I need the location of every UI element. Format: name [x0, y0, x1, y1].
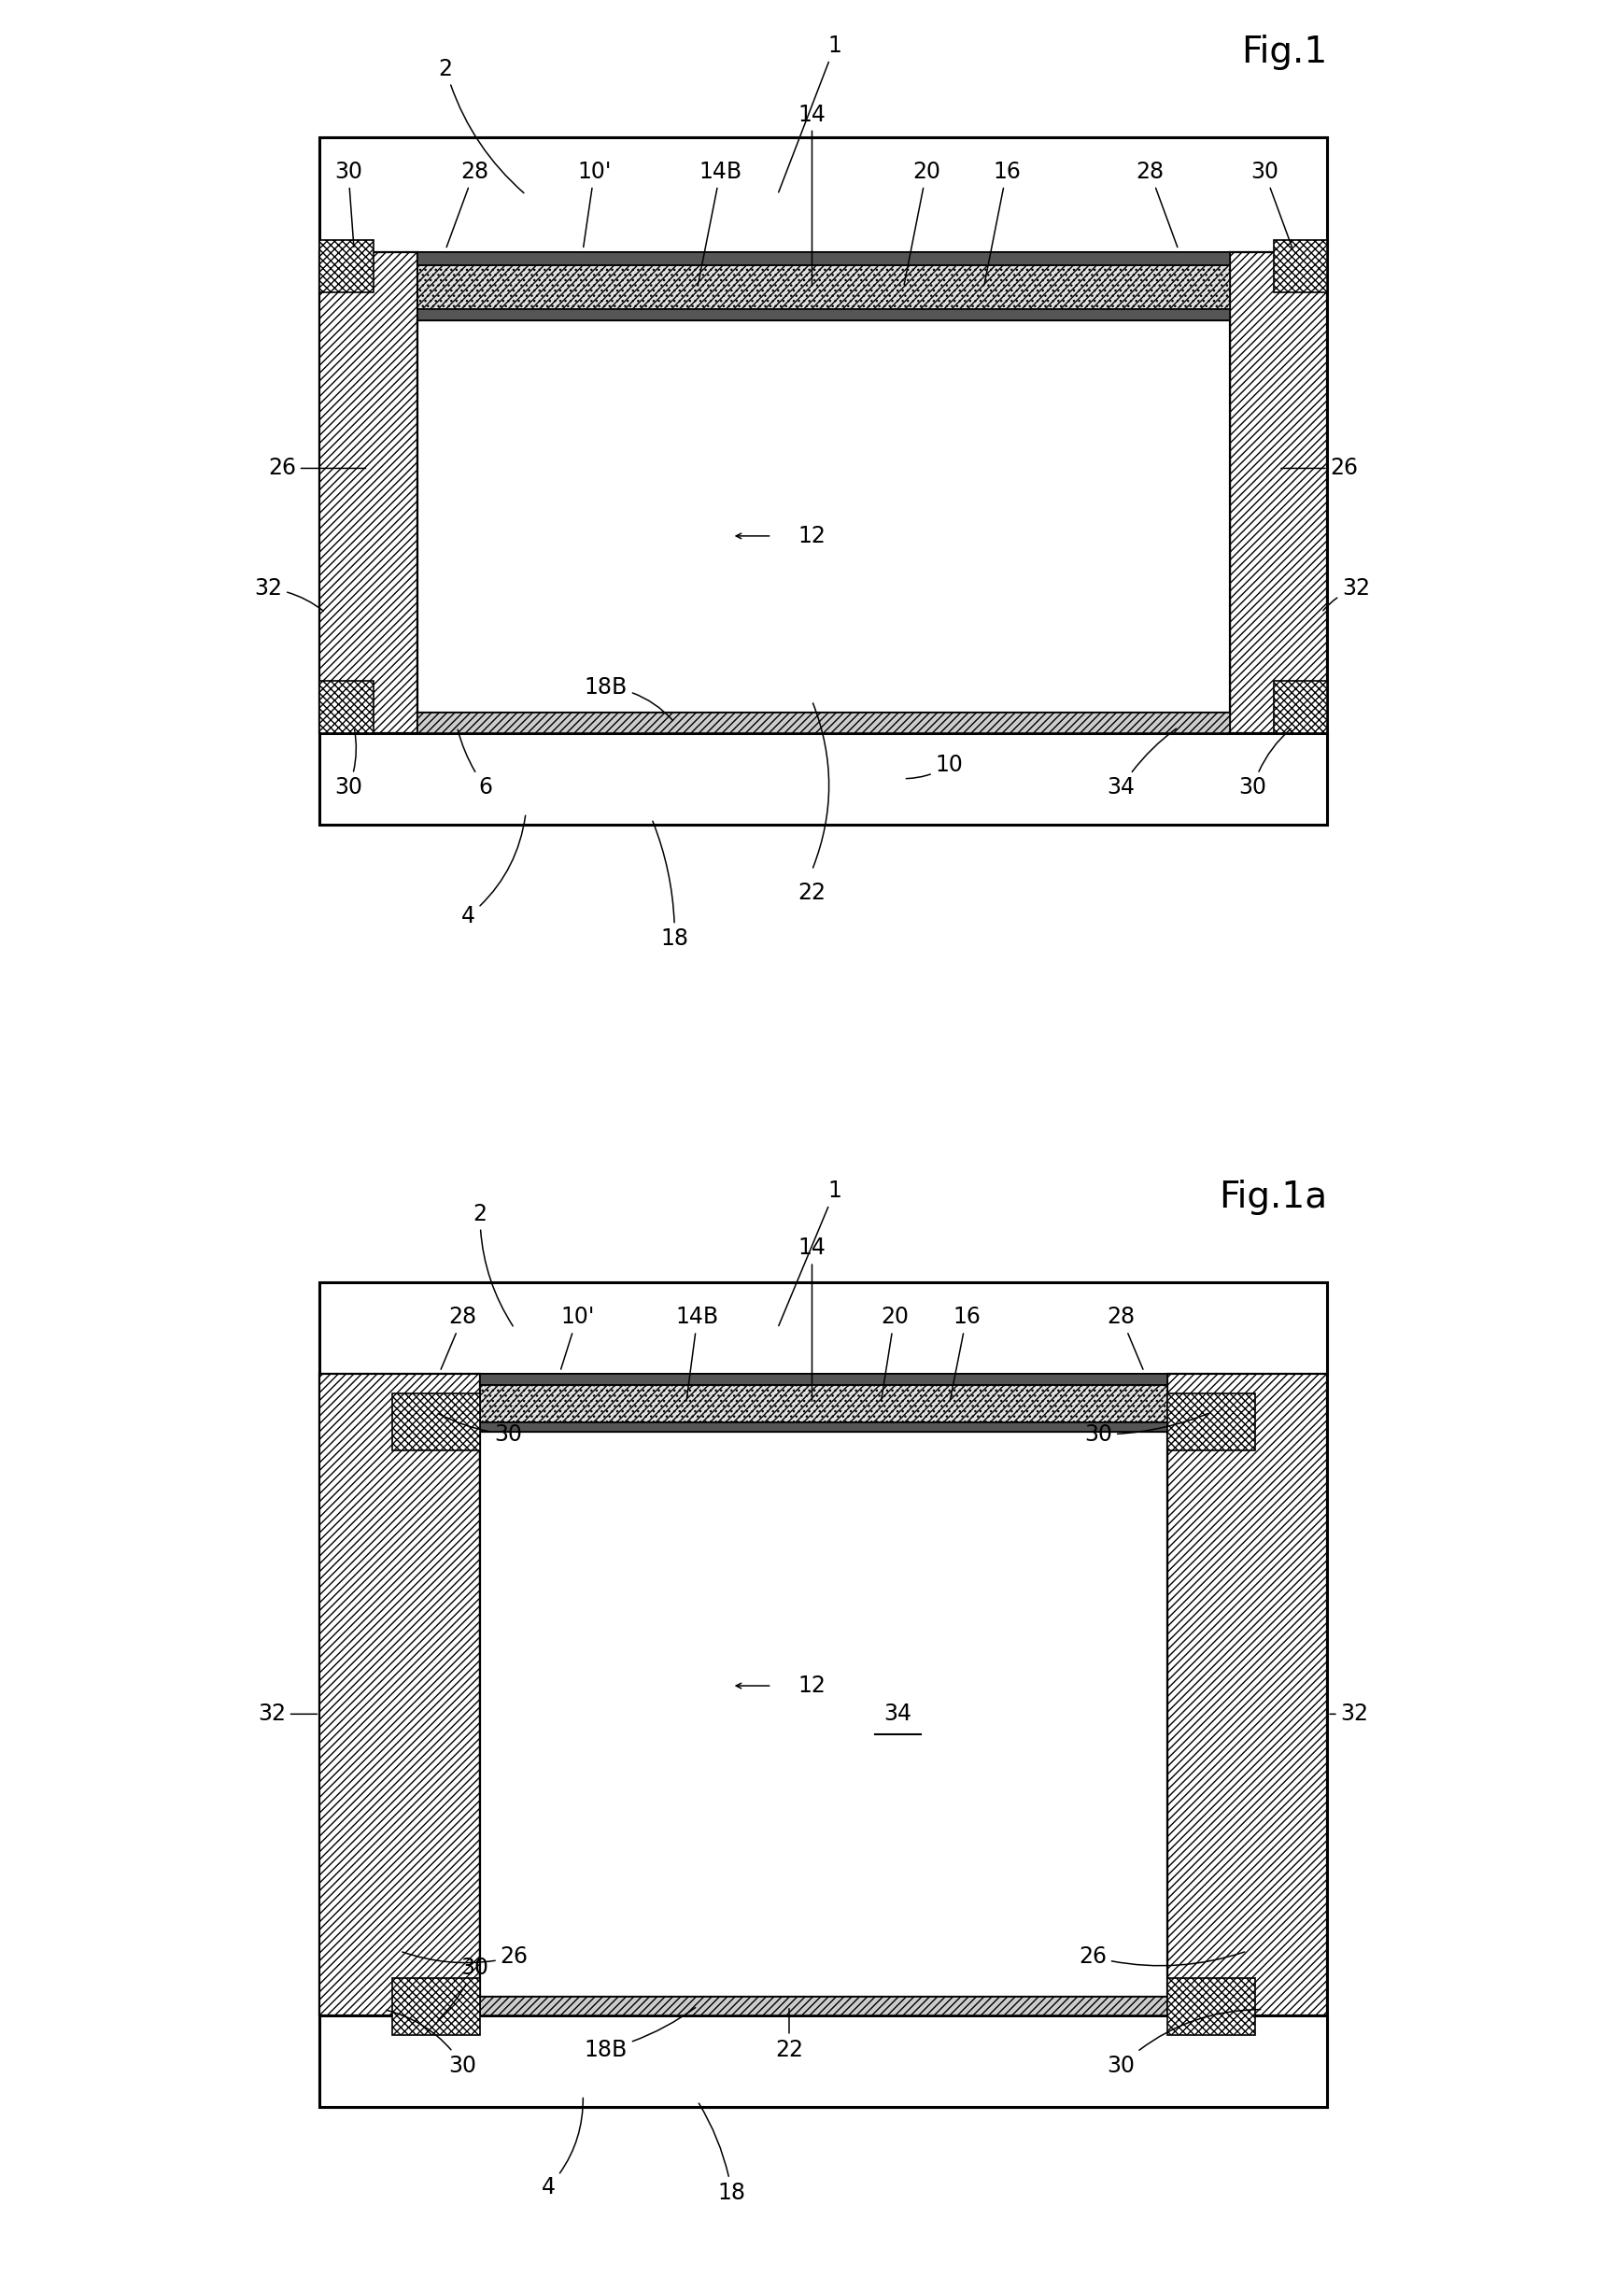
Bar: [320, 240, 374, 293]
Bar: [320, 2015, 1327, 2107]
Bar: [417, 309, 1229, 321]
Text: 10': 10': [560, 1305, 594, 1369]
Text: 28: 28: [447, 160, 489, 247]
Text: 30: 30: [387, 2011, 477, 2077]
Bar: [1168, 1979, 1255, 2034]
Bar: [320, 1282, 1327, 2107]
Text: 28: 28: [1108, 1305, 1143, 1369]
Text: 32: 32: [1324, 577, 1371, 611]
Bar: [417, 321, 1229, 712]
Bar: [481, 1385, 1168, 1422]
Text: 30: 30: [1250, 160, 1293, 247]
Text: 30: 30: [438, 1958, 489, 2020]
Bar: [1168, 1374, 1327, 2015]
Bar: [320, 1374, 481, 2015]
Text: 32: 32: [253, 577, 323, 611]
Bar: [320, 680, 374, 733]
Bar: [391, 1392, 481, 1450]
Text: Fig.1a: Fig.1a: [1218, 1179, 1327, 1214]
Bar: [1229, 252, 1327, 733]
Text: 26: 26: [403, 1946, 528, 1967]
Text: 20: 20: [905, 160, 940, 284]
Bar: [320, 252, 417, 733]
Bar: [417, 712, 1229, 733]
Bar: [481, 1431, 1168, 1997]
Text: 12: 12: [797, 524, 827, 547]
Text: 18B: 18B: [585, 676, 672, 721]
Text: 14: 14: [797, 1237, 827, 1401]
Bar: [417, 252, 1229, 266]
Text: 1: 1: [778, 1179, 841, 1326]
Bar: [320, 733, 1327, 824]
Text: 26: 26: [1078, 1946, 1244, 1967]
Bar: [1273, 680, 1327, 733]
Text: Fig.1: Fig.1: [1241, 34, 1327, 69]
Text: 20: 20: [880, 1305, 908, 1401]
Bar: [320, 1282, 1327, 1374]
Text: 18B: 18B: [585, 2008, 695, 2061]
Bar: [1168, 1392, 1255, 1450]
Bar: [417, 266, 1229, 309]
Bar: [320, 137, 1327, 824]
Text: 28: 28: [1135, 160, 1177, 247]
Text: 34: 34: [883, 1704, 913, 1724]
Bar: [481, 1422, 1168, 1431]
Bar: [391, 1979, 481, 2034]
Text: 30: 30: [335, 731, 362, 799]
Text: 1: 1: [778, 34, 841, 192]
Text: 30: 30: [335, 160, 362, 247]
Text: 6: 6: [458, 731, 492, 799]
Text: 10: 10: [906, 753, 963, 779]
Text: 26: 26: [1281, 458, 1358, 479]
Bar: [320, 137, 1327, 252]
Text: 14B: 14B: [676, 1305, 719, 1401]
Text: 32: 32: [1330, 1704, 1369, 1724]
Text: 12: 12: [797, 1674, 827, 1697]
Bar: [1273, 240, 1327, 293]
Text: 28: 28: [440, 1305, 477, 1369]
Text: 26: 26: [268, 458, 365, 479]
Text: 18: 18: [653, 822, 689, 950]
Text: 4: 4: [542, 2098, 583, 2198]
Bar: [481, 1374, 1168, 1385]
Text: 16: 16: [950, 1305, 981, 1401]
Bar: [481, 1997, 1168, 2015]
Text: 16: 16: [984, 160, 1020, 284]
Text: 22: 22: [775, 2008, 804, 2061]
Text: 2: 2: [473, 1202, 513, 1326]
Text: 30: 30: [1108, 2011, 1260, 2077]
Text: 30: 30: [438, 1413, 523, 1445]
Text: 18: 18: [698, 2102, 745, 2203]
Text: 14B: 14B: [698, 160, 742, 284]
Text: 34: 34: [1108, 728, 1176, 799]
Bar: [481, 1385, 1168, 1422]
Text: 22: 22: [797, 882, 827, 905]
Text: 4: 4: [461, 815, 526, 927]
Text: 32: 32: [258, 1704, 317, 1724]
Text: 14: 14: [797, 103, 827, 284]
Text: 30: 30: [1239, 728, 1291, 799]
Text: 30: 30: [1085, 1413, 1208, 1445]
Text: 2: 2: [438, 57, 525, 192]
Text: 10': 10': [578, 160, 612, 247]
Bar: [417, 266, 1229, 309]
